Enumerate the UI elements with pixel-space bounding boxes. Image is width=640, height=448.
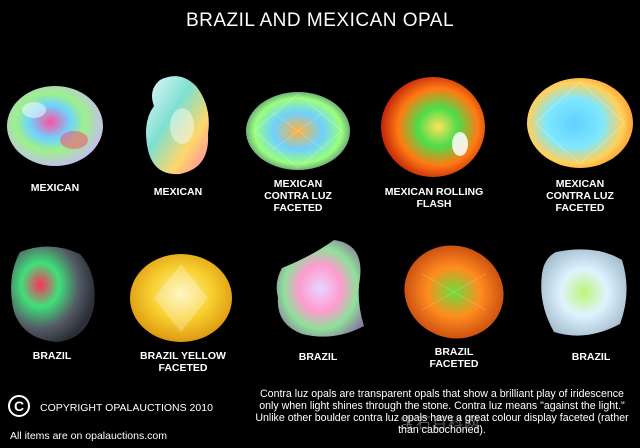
site-note: All items are on opalauctions.com [10,430,167,442]
gem-label: BRAZIL [571,351,611,363]
gem-label: BRAZIL YELLOW FACETED [140,350,226,374]
gem-label: MEXICAN [30,182,80,194]
gem-label: BRAZIL [32,350,72,362]
mexican-contra-luz-faceted-2-image [527,78,633,168]
brazil-faceted-image [404,245,504,339]
copyright-icon: C [8,395,30,417]
mexican-opal-2-image [146,76,209,175]
mexican-contra-luz-faceted-1-image [246,92,350,170]
gem-label: BRAZIL FACETED [429,346,479,370]
copyright-text: COPYRIGHT OPALAUCTIONS 2010 [40,402,213,414]
mexican-rolling-flash-image [381,77,485,177]
gem-label: MEXICAN CONTRA LUZ FACETED [546,178,614,214]
brazil-yellow-faceted-image [130,254,232,342]
gem-label: MEXICAN CONTRA LUZ FACETED [264,178,332,214]
brazil-opal-3-image [541,249,627,336]
watermark: 宝石百科网 [400,415,481,432]
brazil-opal-1-image [11,246,95,342]
gem-label: MEXICAN ROLLING FLASH [384,186,484,210]
mexican-opal-1-image [7,86,103,166]
gem-label: BRAZIL [298,351,338,363]
page-title: BRAZIL AND MEXICAN OPAL [185,10,455,31]
contra-luz-description: Contra luz opals are transparent opals t… [255,388,629,436]
gem-label: MEXICAN [153,186,203,198]
brazil-opal-2-image [276,240,364,337]
